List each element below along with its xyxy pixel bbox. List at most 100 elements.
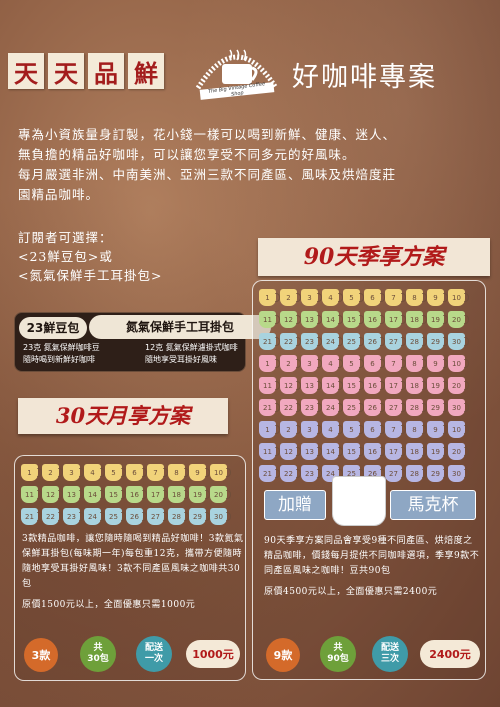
cup-icon: 9 xyxy=(427,289,448,306)
cup-icon: 14 xyxy=(84,486,105,503)
drip-desc-line: 12克 氮氣保鮮濾掛式咖啡 xyxy=(145,343,238,352)
badge-text: 共 xyxy=(333,643,343,653)
drip-label: 氮氣保鮮手工耳掛包 xyxy=(89,315,271,339)
cup-icon: 30 xyxy=(448,399,469,416)
cup-icon: 22 xyxy=(280,465,301,482)
cup-icon: 16 xyxy=(364,311,385,328)
cup-icon: 27 xyxy=(385,399,406,416)
plan90-ship-badge: 配送 三次 xyxy=(372,636,408,672)
cup-icon: 6 xyxy=(364,355,385,372)
badge-text: 配送 xyxy=(380,643,399,653)
cup-icon: 12 xyxy=(280,377,301,394)
page-title: 好咖啡專案 xyxy=(292,62,437,93)
cup-icon: 3 xyxy=(301,355,322,372)
header: 天 天 品 鮮 The Big Vintage Coffee Shop 好咖啡專… xyxy=(0,0,500,120)
cup-icon: 16 xyxy=(364,443,385,460)
cup-icon: 19 xyxy=(427,443,448,460)
cup-icon: 4 xyxy=(84,464,105,481)
cup-icon: 30 xyxy=(210,508,231,525)
cup-icon: 28 xyxy=(168,508,189,525)
plan30-ship-badge: 配送 一次 xyxy=(136,636,172,672)
cup-icon: 28 xyxy=(406,465,427,482)
cup-icon: 18 xyxy=(406,377,427,394)
cup-icon: 11 xyxy=(259,377,280,394)
cup-icon: 8 xyxy=(406,355,427,372)
cup-icon: 27 xyxy=(385,333,406,350)
cup-icon: 18 xyxy=(406,311,427,328)
plan90-packs-badge: 共 90包 xyxy=(320,636,356,672)
cup-icon: 5 xyxy=(105,464,126,481)
drip-desc-line: 隨地享受耳掛好風味 xyxy=(145,355,217,364)
cup-icon: 27 xyxy=(385,465,406,482)
cup-icon: 3 xyxy=(301,289,322,306)
cup-icon: 28 xyxy=(406,333,427,350)
cup-icon: 17 xyxy=(385,311,406,328)
plan30-price-line: 原價1500元以上，全面優惠只需1000元 xyxy=(22,600,196,610)
cup-icon: 18 xyxy=(168,486,189,503)
cup-icon: 21 xyxy=(259,399,280,416)
plan90-cup-grid: 1 2 3 4 5 6 7 8 9 10 11 12 13 14 15 16 17 18 19 20 21 22 23 24 2… xyxy=(259,289,469,487)
option-drip: <氮氣保鮮手工耳掛包> xyxy=(18,268,163,283)
cup-icon: 6 xyxy=(126,464,147,481)
intro-line: 園精品咖啡。 xyxy=(18,187,100,202)
cup-icon: 1 xyxy=(259,421,280,438)
plan30-count-badge: 3款 xyxy=(24,638,58,672)
cup-icon: 28 xyxy=(406,399,427,416)
mug-label: 馬克杯 xyxy=(390,490,476,520)
cup-icon: 30 xyxy=(448,333,469,350)
cup-icon: 2 xyxy=(280,289,301,306)
cup-icon: 3 xyxy=(301,421,322,438)
cup-icon: 23 xyxy=(301,333,322,350)
cup-icon: 8 xyxy=(406,421,427,438)
cup-icon: 15 xyxy=(343,311,364,328)
cup-icon: 2 xyxy=(280,421,301,438)
cup-icon: 25 xyxy=(343,333,364,350)
plan90-desc: 90天季享方案同品會享受9種不同產區、烘焙度之精品咖啡，價錢每月提供不同咖啡選項… xyxy=(264,534,480,600)
cup-icon: 1 xyxy=(21,464,42,481)
cup-icon: 9 xyxy=(427,421,448,438)
tagline-char: 天 xyxy=(48,53,84,89)
cup-icon: 5 xyxy=(343,289,364,306)
cup-icon: 12 xyxy=(42,486,63,503)
cup-icon: 26 xyxy=(364,399,385,416)
cup-icon: 10 xyxy=(448,289,469,306)
cup-icon: 9 xyxy=(189,464,210,481)
cup-icon: 12 xyxy=(280,443,301,460)
drip-desc: 12克 氮氣保鮮濾掛式咖啡 隨地享受耳掛好風味 xyxy=(145,342,238,366)
cup-icon: 5 xyxy=(343,355,364,372)
bean-desc: 23克 氮氣保鮮咖啡豆 隨時喝到新鮮好咖啡 xyxy=(23,342,100,366)
cup-icon: 14 xyxy=(322,443,343,460)
tagline-tiles: 天 天 品 鮮 xyxy=(8,53,170,93)
cup-icon: 22 xyxy=(42,508,63,525)
cup-icon: 9 xyxy=(427,355,448,372)
plan90-panel: 1 2 3 4 5 6 7 8 9 10 11 12 13 14 15 16 17 18 19 20 21 22 23 24 2… xyxy=(252,280,486,680)
cup-icon: 4 xyxy=(322,421,343,438)
cup-icon: 29 xyxy=(427,465,448,482)
cup-icon: 23 xyxy=(63,508,84,525)
cup-icon: 15 xyxy=(105,486,126,503)
cup-icon: 11 xyxy=(259,443,280,460)
cup-icon: 7 xyxy=(147,464,168,481)
cup-icon: 7 xyxy=(385,355,406,372)
badge-text: 90包 xyxy=(327,654,349,664)
intro-line: 每月嚴選非洲、中南美洲、亞洲三款不同產區、風味及烘焙度莊 xyxy=(18,167,397,182)
cup-icon: 15 xyxy=(343,443,364,460)
cup-icon: 20 xyxy=(448,377,469,394)
gift-label: 加贈 xyxy=(264,490,326,520)
badge-text: 配送 xyxy=(144,643,163,653)
cup-icon: 5 xyxy=(343,421,364,438)
cup-icon: 16 xyxy=(364,377,385,394)
cup-icon: 13 xyxy=(63,486,84,503)
cup-icon: 22 xyxy=(280,399,301,416)
cup-icon: 19 xyxy=(427,377,448,394)
cup-icon: 13 xyxy=(301,443,322,460)
cup-icon: 20 xyxy=(448,311,469,328)
options-heading: 訂閱者可選擇： xyxy=(18,230,113,245)
plan90-count-badge: 9款 xyxy=(266,638,300,672)
cup-icon: 24 xyxy=(84,508,105,525)
option-beans: <23鮮豆包>或 xyxy=(18,249,113,264)
badge-text: 三次 xyxy=(380,654,399,664)
plan30-cup-grid: 1 2 3 4 5 6 7 8 9 10 11 12 13 14 15 16 17 18 19 20 21 22 23 24 2… xyxy=(21,464,231,530)
cup-icon: 1 xyxy=(259,289,280,306)
cup-icon: 12 xyxy=(280,311,301,328)
